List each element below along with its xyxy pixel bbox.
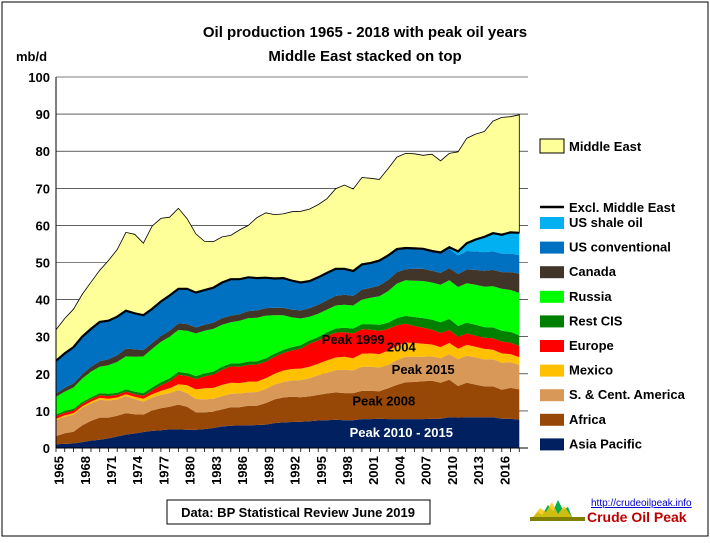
annotation-4: Peak 2008 [352,393,415,408]
x-tick-label-2004: 2004 [392,455,407,485]
annotation-3: Peak 2015 [392,362,455,377]
legend-swatch-mexico [540,364,564,377]
area-us-shale-oil [56,232,520,361]
x-tick-label-1980: 1980 [183,456,198,485]
source-text: Data: BP Statistical Review June 2019 [181,505,415,520]
y-tick-label-0: 0 [43,441,50,456]
legend-label-excl-middle-east: Excl. Middle East [569,200,676,215]
y-tick-label-100: 100 [28,70,50,85]
x-tick-label-1968: 1968 [78,456,93,485]
legend-label-middle-east: Middle East [569,139,642,154]
legend-swatch-us-shale-oil [540,217,564,229]
legend-swatch-us-conventional [540,241,564,254]
x-tick-label-1983: 1983 [209,456,224,485]
y-tick-label-30: 30 [36,330,50,345]
source-box [166,499,431,525]
legend-label-us-shale-oil: US shale oil [569,215,643,230]
x-tick-label-2016: 2016 [497,456,512,485]
logo-url[interactable]: http://crudeoilpeak.info [591,498,692,509]
axis-ticks: 0 10 20 30 40 50 60 70 80 90 100 1965 1968 1971 1974 19… [28,70,528,485]
area-russia [56,280,520,415]
x-tick-label-1995: 1995 [314,456,329,485]
x-tick-label-1989: 1989 [261,456,276,485]
area-rest-cis [56,315,520,417]
legend-swatch-rest-cis [540,315,564,328]
x-tick-label-1974: 1974 [130,455,145,485]
y-tick-label-70: 70 [36,181,50,196]
area-africa [56,379,520,445]
x-tick-label-2001: 2001 [366,456,381,485]
x-tick-label-2007: 2007 [419,456,434,485]
logo: http://crudeoilpeak.info Crude Oil Peak [530,498,692,525]
x-tick-label-1971: 1971 [104,456,119,485]
x-tick-label-1977: 1977 [156,456,171,485]
legend-label-s-cent-america: S. & Cent. America [569,387,686,402]
y-tick-label-20: 20 [36,367,50,382]
area-us-conventional [56,248,520,394]
area-canada [56,268,520,397]
legend-swatch-europe [540,340,564,352]
y-tick-label-60: 60 [36,218,50,233]
legend-label-africa: Africa [569,412,607,427]
chart-title: Oil production 1965 - 2018 with peak oil… [203,24,527,41]
area-mexico [56,342,520,421]
y-tick-label-90: 90 [36,107,50,122]
annotation-5: Peak 2010 - 2015 [350,425,453,440]
legend-label-europe: Europe [569,338,614,353]
y-tick-label-10: 10 [36,404,50,419]
legend-label-canada: Canada [569,264,617,279]
legend-swatch-middle-east [539,138,565,154]
y-axis-label: mb/d [16,49,47,64]
legend-label-rest-cis: Rest CIS [569,313,623,328]
legend-label-us-conventional: US conventional [569,240,671,255]
area-asia-pacific [56,417,520,448]
y-tick-label-40: 40 [36,293,50,308]
y-tick-label-80: 80 [36,144,50,159]
legend-swatch-africa [540,413,564,426]
legend-label-russia: Russia [569,289,612,304]
legend-label-asia-pacific: Asia Pacific [569,436,642,451]
legend-swatch-russia [540,290,564,303]
area-s-cent-america [56,354,520,437]
logo-name: Crude Oil Peak [587,509,687,525]
stacked-areas [55,114,520,448]
x-tick-label-1998: 1998 [340,456,355,485]
x-tick-label-2013: 2013 [471,456,486,485]
x-tick-label-1986: 1986 [235,456,250,485]
y-tick-label-50: 50 [36,256,50,271]
legend-swatch-canada [540,266,564,279]
logo-graphic [530,500,585,521]
x-tick-label-1965: 1965 [52,456,67,485]
legend-label-mexico: Mexico [569,363,613,378]
x-tick-label-1992: 1992 [288,456,303,485]
line-excl-middle-east [55,231,520,362]
x-tick-label-2010: 2010 [445,456,460,485]
annotation-1: Peak 1999 [322,332,385,347]
chart-subtitle: Middle East stacked on top [268,48,461,65]
annotation-2: 2004 [387,340,417,355]
legend-swatch-s-cent-america [540,389,564,402]
legend-swatch-asia-pacific [540,438,564,451]
annotations: Peak 1999 2004 Peak 2015 Peak 2008 Peak 2010… [322,332,455,440]
